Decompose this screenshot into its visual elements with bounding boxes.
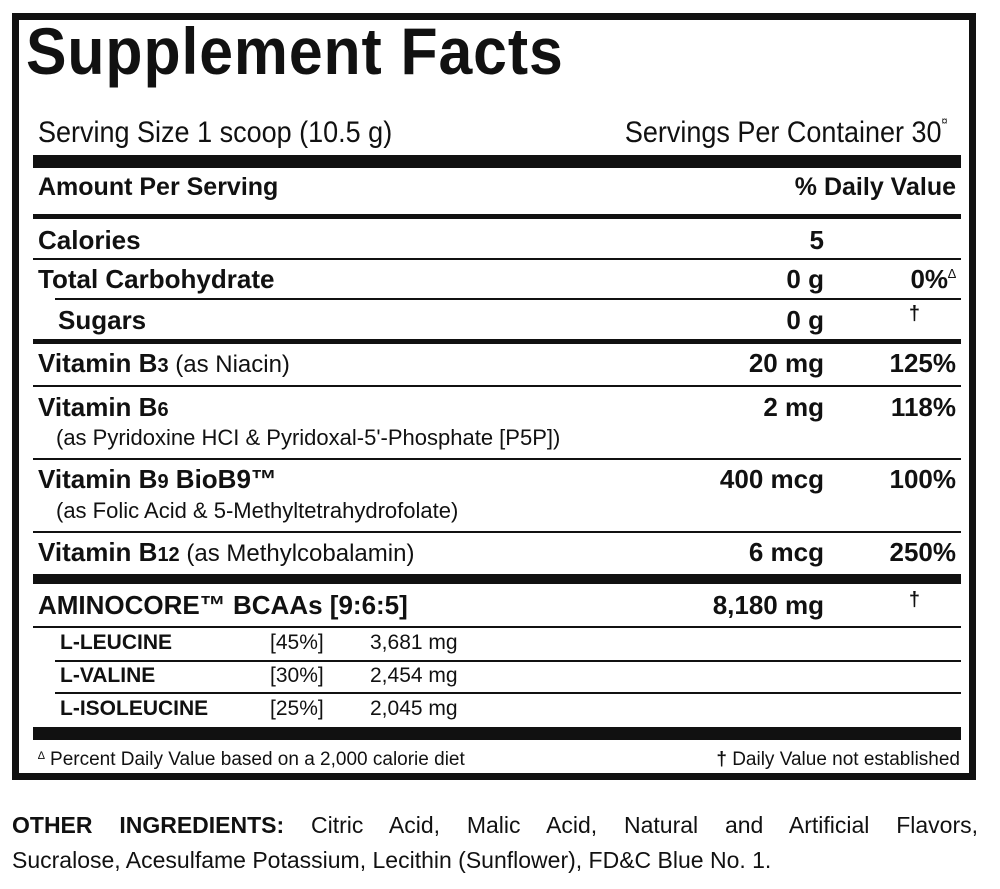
row-vitamin-b6-amount: 2 mg xyxy=(763,392,824,422)
row-vitamin-b12-name: Vitamin B12 (as Methylcobalamin) xyxy=(38,537,415,567)
serving-size: Serving Size 1 scoop (10.5 g) xyxy=(38,116,393,149)
row-vitamin-b9-detail: (as Folic Acid & 5-Methyltetrahydrofolat… xyxy=(56,498,459,523)
row-divider xyxy=(55,298,961,300)
row-vitamin-b12-dv: 250% xyxy=(889,537,957,567)
row-carbohydrate-name: Total Carbohydrate xyxy=(38,264,275,294)
row-vitamin-b6-dv: 118% xyxy=(890,392,956,422)
row-vitamin-b12-amount: 6 mcg xyxy=(748,537,824,567)
panel-title: Supplement Facts xyxy=(26,14,564,88)
daily-value-header: % Daily Value xyxy=(794,173,956,201)
row-carbohydrate-dv: 0%∆ xyxy=(910,264,956,294)
thick-rule-top xyxy=(33,155,961,168)
amount-per-serving-header: Amount Per Serving xyxy=(38,173,279,201)
row-divider xyxy=(55,692,961,694)
footnote-dv-not-established: † Daily Value not established xyxy=(716,749,960,770)
row-divider xyxy=(33,458,961,460)
header-rule xyxy=(33,214,961,219)
row-divider xyxy=(33,626,961,628)
row-vitamin-b9-dv: 100% xyxy=(889,464,957,494)
blend-dagger: † xyxy=(908,589,920,611)
row-carbohydrate-amount: 0 g xyxy=(786,264,824,294)
other-ingredients-line1: Citric Acid, Malic Acid, Natural and Art… xyxy=(310,812,979,838)
bcaa-leucine-amount: 3,681 mg xyxy=(370,631,458,654)
row-divider-thick xyxy=(33,339,961,344)
bcaa-isoleucine-name: L-ISOLEUCINE xyxy=(60,697,209,720)
servings-per-container: Servings Per Container 30¤ xyxy=(625,114,948,149)
row-calories-name: Calories xyxy=(38,225,141,255)
other-ingredients-line2: Sucralose, Acesulfame Potassium, Lecithi… xyxy=(12,846,772,873)
bcaa-isoleucine-amount: 2,045 mg xyxy=(370,697,458,720)
bcaa-valine-amount: 2,454 mg xyxy=(370,664,458,687)
servings-mark: ¤ xyxy=(941,114,948,128)
row-vitamin-b3-amount: 20 mg xyxy=(748,348,824,378)
bcaa-valine-name: L-VALINE xyxy=(60,664,156,687)
thick-rule-mid xyxy=(33,574,961,584)
row-sugars-name: Sugars xyxy=(58,305,147,335)
dagger-mark: † xyxy=(716,749,727,770)
footnote-percent-dv: ∆ Percent Daily Value based on a 2,000 c… xyxy=(38,749,465,770)
row-vitamin-b6-name: Vitamin B6 xyxy=(38,392,169,422)
row-calories-amount: 5 xyxy=(809,225,824,255)
bcaa-isoleucine-pct: [25%] xyxy=(270,697,324,720)
row-sugars-dagger: † xyxy=(908,303,920,325)
other-ingredients: OTHER INGREDIENTS: Citric Acid, Malic Ac… xyxy=(12,808,978,877)
row-divider xyxy=(55,660,961,662)
row-vitamin-b3-name: Vitamin B3 (as Niacin) xyxy=(38,348,290,378)
supplement-facts-panel xyxy=(12,13,976,780)
row-divider xyxy=(33,385,961,387)
row-divider xyxy=(33,258,961,260)
triangle-mark: ∆ xyxy=(38,750,45,762)
row-vitamin-b3-dv: 125% xyxy=(889,348,957,378)
row-vitamin-b9-amount: 400 mcg xyxy=(719,464,824,494)
row-vitamin-b9-name: Vitamin B9 BioB9™ xyxy=(38,464,277,494)
bcaa-leucine-name: L-LEUCINE xyxy=(60,631,172,654)
other-ingredients-label: OTHER INGREDIENTS: xyxy=(12,812,285,838)
row-sugars-amount: 0 g xyxy=(786,305,824,335)
bcaa-valine-pct: [30%] xyxy=(270,664,324,687)
row-divider xyxy=(33,531,961,533)
thick-rule-bottom xyxy=(33,727,961,740)
blend-name: AMINOCORE™ BCAAs [9:6:5] xyxy=(38,590,408,620)
bcaa-leucine-pct: [45%] xyxy=(270,631,324,654)
blend-amount: 8,180 mg xyxy=(712,590,824,620)
row-vitamin-b6-detail: (as Pyridoxine HCI & Pyridoxal-5'-Phosph… xyxy=(56,425,561,450)
dv-footnote-mark: ∆ xyxy=(948,266,956,281)
